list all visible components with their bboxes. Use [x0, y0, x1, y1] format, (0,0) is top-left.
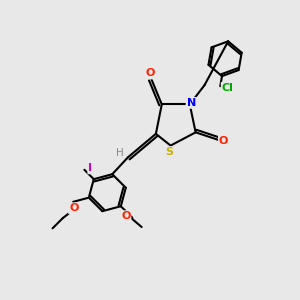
Text: Cl: Cl: [222, 83, 233, 93]
Text: O: O: [145, 68, 155, 78]
Text: N: N: [187, 98, 196, 108]
Text: I: I: [88, 163, 92, 173]
Text: O: O: [69, 203, 79, 213]
Text: S: S: [165, 147, 173, 157]
Text: O: O: [219, 136, 228, 146]
Text: O: O: [121, 211, 130, 221]
Text: H: H: [116, 148, 124, 158]
